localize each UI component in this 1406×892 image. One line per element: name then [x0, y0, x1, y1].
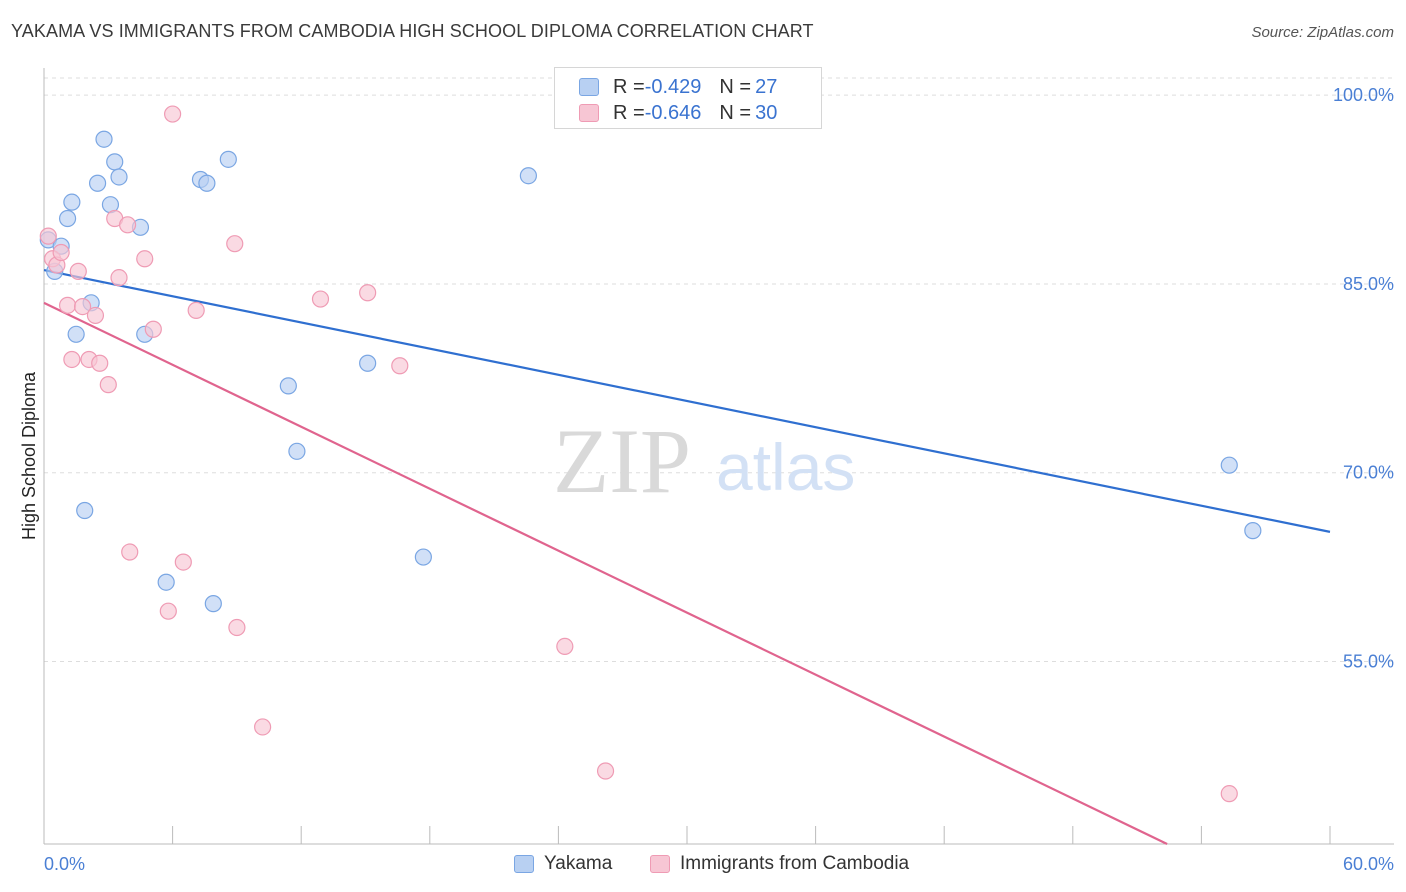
tick-labels: 55.0% 70.0% 85.0% 100.0% 0.0% 60.0% — [44, 85, 1394, 874]
bottom-legend-yakama: Yakama — [514, 852, 612, 876]
data-point-yakama — [359, 354, 377, 372]
legend-n-value: 27 — [755, 75, 778, 98]
data-point-cambodia — [596, 762, 615, 780]
bottom-legend-swatch-blue — [514, 855, 534, 873]
legend-n-label: N = — [719, 75, 752, 98]
data-point-cambodia — [63, 350, 81, 369]
y-tick-label: 100.0% — [1333, 85, 1394, 105]
stats-legend: R = -0.429 N = 27 R = -0.646 N = 30 — [554, 67, 822, 129]
data-point-yakama — [288, 442, 306, 460]
data-point-yakama — [157, 573, 175, 591]
data-point-yakama — [88, 174, 107, 192]
trend-line-yakama — [43, 269, 1331, 533]
data-point-yakama — [95, 130, 113, 148]
data-point-cambodia — [174, 553, 192, 571]
data-point-cambodia — [73, 298, 92, 316]
data-point-cambodia — [1220, 785, 1238, 803]
legend-r-value: -0.646 — [644, 101, 702, 124]
data-point-yakama — [414, 548, 432, 566]
data-point-cambodia — [39, 227, 57, 245]
x-tick-label: 0.0% — [44, 854, 85, 874]
chart-title: YAKAMA VS IMMIGRANTS FROM CAMBODIA HIGH … — [11, 21, 814, 41]
legend-r-value: -0.429 — [644, 75, 702, 98]
watermark-zip: ZIP — [553, 410, 691, 512]
data-point-yakama — [63, 193, 81, 211]
data-point-cambodia — [121, 543, 139, 561]
data-point-yakama — [76, 501, 94, 520]
data-points — [39, 105, 1262, 803]
data-point-yakama — [204, 595, 222, 613]
data-point-cambodia — [118, 216, 137, 234]
legend-r-label: R = — [613, 101, 645, 124]
data-point-yakama — [1244, 522, 1262, 540]
data-point-cambodia — [144, 320, 162, 338]
data-point-yakama — [106, 153, 124, 171]
data-point-cambodia — [58, 296, 77, 314]
data-point-cambodia — [164, 105, 182, 123]
bottom-legend-cambodia: Immigrants from Cambodia — [650, 852, 909, 876]
data-point-yakama — [67, 325, 85, 343]
legend-row-cambodia: R = -0.646 N = 30 — [579, 101, 777, 125]
legend-n-value: 30 — [755, 101, 778, 124]
data-point-yakama — [279, 377, 297, 395]
data-point-cambodia — [311, 290, 330, 308]
y-tick-label: 70.0% — [1343, 463, 1394, 483]
data-point-cambodia — [110, 269, 128, 287]
data-point-cambodia — [228, 618, 246, 637]
data-point-cambodia — [391, 357, 409, 375]
source-credit: Source: ZipAtlas.com — [1251, 24, 1394, 41]
data-point-yakama — [1220, 456, 1238, 474]
watermark-atlas: atlas — [716, 430, 855, 504]
data-point-cambodia — [187, 301, 205, 319]
axes — [43, 68, 1394, 845]
data-point-cambodia — [556, 637, 574, 656]
data-point-cambodia — [136, 250, 154, 268]
y-tick-label: 55.0% — [1343, 652, 1394, 672]
data-point-cambodia — [91, 354, 109, 372]
data-point-cambodia — [99, 376, 117, 394]
data-point-yakama — [519, 167, 537, 185]
bottom-legend-swatch-pink — [650, 855, 670, 873]
x-tick-label: 60.0% — [1343, 854, 1394, 874]
bottom-legend-label-yakama: Yakama — [544, 853, 613, 874]
data-point-cambodia — [359, 284, 377, 302]
y-axis-label: High School Diploma — [19, 371, 39, 540]
data-point-yakama — [58, 209, 77, 228]
legend-r-label: R = — [613, 75, 645, 98]
legend-row-yakama: R = -0.429 N = 27 — [579, 75, 777, 99]
data-point-cambodia — [52, 243, 70, 262]
y-tick-label: 85.0% — [1343, 274, 1394, 294]
data-point-yakama — [110, 168, 128, 186]
legend-swatch-pink — [579, 104, 599, 122]
watermark: ZIP atlas — [553, 410, 855, 512]
legend-n-label: N = — [719, 101, 752, 124]
data-point-yakama — [198, 174, 216, 192]
data-point-cambodia — [159, 602, 177, 620]
data-point-cambodia — [86, 306, 105, 325]
trend-line-cambodia — [43, 301, 1168, 845]
data-point-cambodia — [226, 235, 244, 253]
bottom-legend-label-cambodia: Immigrants from Cambodia — [680, 853, 910, 874]
trend-lines — [43, 269, 1331, 845]
gridlines — [44, 77, 1394, 663]
data-point-cambodia — [254, 718, 272, 736]
data-point-cambodia — [69, 262, 87, 280]
data-point-yakama — [219, 150, 237, 168]
legend-swatch-blue — [579, 78, 599, 96]
